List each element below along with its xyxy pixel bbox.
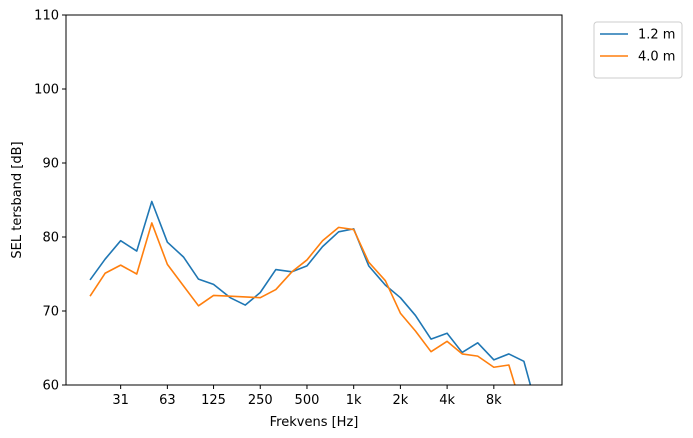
x-tick-label: 63 [159, 393, 176, 408]
x-axis-label: Frekvens [Hz] [270, 415, 359, 430]
series-line-2 [89, 222, 516, 385]
legend-label: 1.2 m [638, 28, 675, 43]
x-tick-label: 125 [201, 393, 226, 408]
series-line-1 [89, 200, 532, 385]
plot-frame [65, 14, 563, 386]
x-tick-label: 500 [295, 393, 320, 408]
x-axis: 31 63 125 250 500 1k 2k 4k 8k [112, 385, 502, 408]
x-tick-label: 250 [248, 393, 273, 408]
x-tick-label: 1k [346, 393, 362, 408]
series-layer [89, 200, 532, 385]
x-tick-label: 4k [439, 393, 455, 408]
legend-label: 4.0 m [638, 50, 675, 65]
y-tick-label: 80 [42, 231, 59, 246]
y-tick-label: 100 [34, 83, 59, 98]
x-tick-label: 31 [112, 393, 129, 408]
y-axis: 60 70 80 90 100 110 [34, 9, 66, 394]
y-tick-label: 60 [42, 379, 59, 394]
y-tick-label: 70 [42, 305, 59, 320]
x-tick-label: 2k [392, 393, 408, 408]
y-axis-label: SEL tersband [dB] [10, 141, 25, 258]
x-tick-label: 8k [486, 393, 502, 408]
legend: 1.2 m 4.0 m [593, 21, 683, 79]
y-tick-label: 110 [34, 9, 59, 24]
y-tick-label: 90 [42, 157, 59, 172]
legend-box [593, 21, 683, 79]
